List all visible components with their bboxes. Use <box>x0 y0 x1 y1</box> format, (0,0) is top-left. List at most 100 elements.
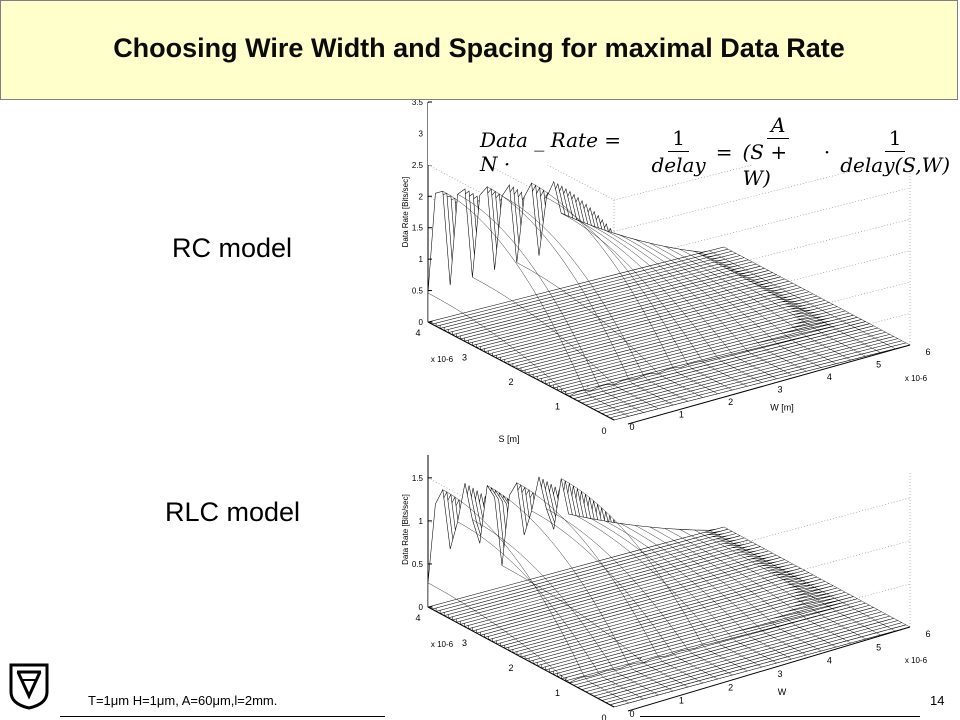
formula-f2-denominator: (S + W) <box>742 140 788 190</box>
s-tick-label: 1 <box>555 402 560 412</box>
surface-w-line <box>575 515 763 668</box>
surface-w-line <box>531 510 718 680</box>
w-tick-label: 4 <box>827 656 832 666</box>
z-tick-label: 1.5 <box>412 224 424 233</box>
z-tick-label: 2 <box>419 192 424 201</box>
title-bar: Choosing Wire Width and Spacing for maxi… <box>0 0 958 100</box>
footer-rule-left <box>60 716 385 717</box>
page-number: 14 <box>930 693 945 708</box>
surface-w-line <box>487 485 674 692</box>
surface-w-line <box>501 195 689 402</box>
w-tick-label: 0 <box>629 709 634 719</box>
w-axis-line <box>627 344 911 425</box>
surface-w-line <box>679 248 866 357</box>
formula-fraction-1: 1 delay <box>647 125 709 178</box>
formula-fraction-3: 1 delay(S,W) <box>836 125 954 178</box>
s-tick-label: 2 <box>508 663 513 673</box>
z-tick-label: 3.5 <box>412 100 424 107</box>
formula-dot: · <box>823 139 831 164</box>
w-tick-label: 3 <box>777 669 782 679</box>
rlc-model-label: RLC model <box>165 497 301 527</box>
surface-w-line <box>649 526 837 648</box>
s-tick-label: 3 <box>462 638 467 648</box>
surface-w-line <box>516 262 703 398</box>
surface-w-line <box>709 250 896 349</box>
surface-w-line <box>457 194 644 413</box>
surface-mesh <box>427 180 911 421</box>
w-multiplier-label: x 10-6 <box>905 374 928 383</box>
s-tick-label: 0 <box>601 426 606 436</box>
technion-logo <box>9 663 49 710</box>
z-tick-label: 0 <box>419 318 424 327</box>
surface-w-line <box>442 489 629 704</box>
surface-w-line <box>620 235 807 372</box>
w-tick-label: 5 <box>876 642 881 652</box>
w-tick-label: 2 <box>728 397 733 407</box>
surface-w-line <box>501 565 689 688</box>
surface-w-line <box>664 528 851 644</box>
surface-w-line <box>561 213 748 387</box>
surface-w-line <box>457 521 644 700</box>
w-tick-label: 6 <box>925 629 930 639</box>
formula-equals: = <box>715 139 733 164</box>
z-tick-label: 1 <box>419 517 424 526</box>
formula-f3-numerator: 1 <box>884 125 906 152</box>
surface-w-line <box>575 219 763 383</box>
formula-lhs: Data _ Rate = N · <box>480 127 622 176</box>
surface-mesh <box>427 476 911 708</box>
surface-w-line <box>472 277 659 409</box>
z-gridline <box>427 133 911 232</box>
surface-strip <box>427 476 725 608</box>
z-tick-label: 0.5 <box>412 287 424 296</box>
surface-w-line <box>723 526 911 628</box>
surface-w-line <box>635 239 822 368</box>
w-tick-label: 3 <box>777 385 782 395</box>
w-tick-label: 4 <box>827 372 832 382</box>
formula-f1-denominator: delay <box>651 153 706 177</box>
w-multiplier-label: x 10-6 <box>905 656 928 665</box>
surface-w-line <box>679 529 866 640</box>
z-axis-label: Data Rate [Bits/sec] <box>401 177 410 248</box>
surface-w-line <box>635 525 822 652</box>
surface-w-line <box>472 519 659 696</box>
s-tick-label: 1 <box>555 688 560 698</box>
z-tick-label: 1 <box>419 255 424 264</box>
z-gridline <box>427 101 911 201</box>
w-axis-label: W <box>778 687 787 697</box>
surface-w-line <box>723 246 911 346</box>
rc-model-label: RC model <box>172 233 293 263</box>
s-tick-label: 2 <box>508 377 513 387</box>
surface-w-line <box>590 518 777 664</box>
surface-w-line <box>605 520 792 660</box>
surface-w-line <box>561 478 748 672</box>
surface-w-line <box>546 197 733 391</box>
surface-w-line <box>531 183 718 394</box>
s-axis-line <box>427 321 615 421</box>
z-axis-label: Data Rate [Bits/sec] <box>401 494 410 565</box>
s-tick-label: 3 <box>462 353 467 363</box>
surface-w-line <box>664 246 851 361</box>
surface-strip <box>427 180 725 323</box>
footer-rule-right <box>640 716 920 717</box>
surface-w-line <box>649 242 837 364</box>
surface-w-line <box>546 508 733 676</box>
s-axis-label: S [m] <box>498 434 519 444</box>
w-tick-label: 0 <box>629 422 634 432</box>
s-multiplier-label: x 10-6 <box>431 355 454 364</box>
w-tick-label: 1 <box>679 696 684 706</box>
data-rate-formula: Data _ Rate = N · 1 delay = A (S + W) · … <box>480 112 960 191</box>
surface-w-line <box>620 523 807 656</box>
surface-w-line <box>694 529 881 636</box>
w-tick-label: 6 <box>925 347 930 357</box>
surface-w-line <box>694 251 881 353</box>
surface-w-line <box>590 225 777 379</box>
z-tick-label: 1.5 <box>412 474 424 483</box>
formula-box <box>428 103 944 165</box>
formula-f2-numerator: A <box>766 112 790 139</box>
surface-w-line <box>487 186 674 406</box>
s-tick-label: 4 <box>415 328 420 338</box>
